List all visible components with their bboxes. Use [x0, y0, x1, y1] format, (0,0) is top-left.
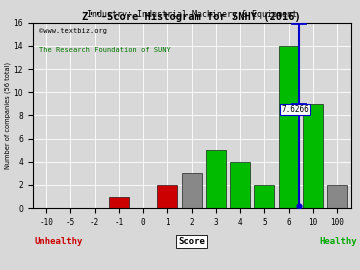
Bar: [157, 185, 177, 208]
Y-axis label: Number of companies (56 total): Number of companies (56 total): [4, 62, 11, 169]
Text: ©www.textbiz.org: ©www.textbiz.org: [39, 28, 107, 34]
Bar: [182, 173, 202, 208]
Title: Z''-Score Histogram for SNHY (2016): Z''-Score Histogram for SNHY (2016): [82, 12, 301, 22]
Bar: [206, 150, 226, 208]
Bar: [109, 197, 129, 208]
Text: Healthy: Healthy: [319, 237, 356, 246]
Text: Industry: Industrial Machinery & Equipment: Industry: Industrial Machinery & Equipme…: [87, 10, 297, 19]
Bar: [279, 46, 298, 208]
Bar: [230, 162, 250, 208]
Text: Unhealthy: Unhealthy: [34, 237, 82, 246]
Text: 7.6266: 7.6266: [281, 105, 309, 114]
Text: Score: Score: [178, 237, 205, 246]
Bar: [327, 185, 347, 208]
Text: The Research Foundation of SUNY: The Research Foundation of SUNY: [39, 47, 171, 53]
Bar: [303, 104, 323, 208]
Bar: [255, 185, 274, 208]
